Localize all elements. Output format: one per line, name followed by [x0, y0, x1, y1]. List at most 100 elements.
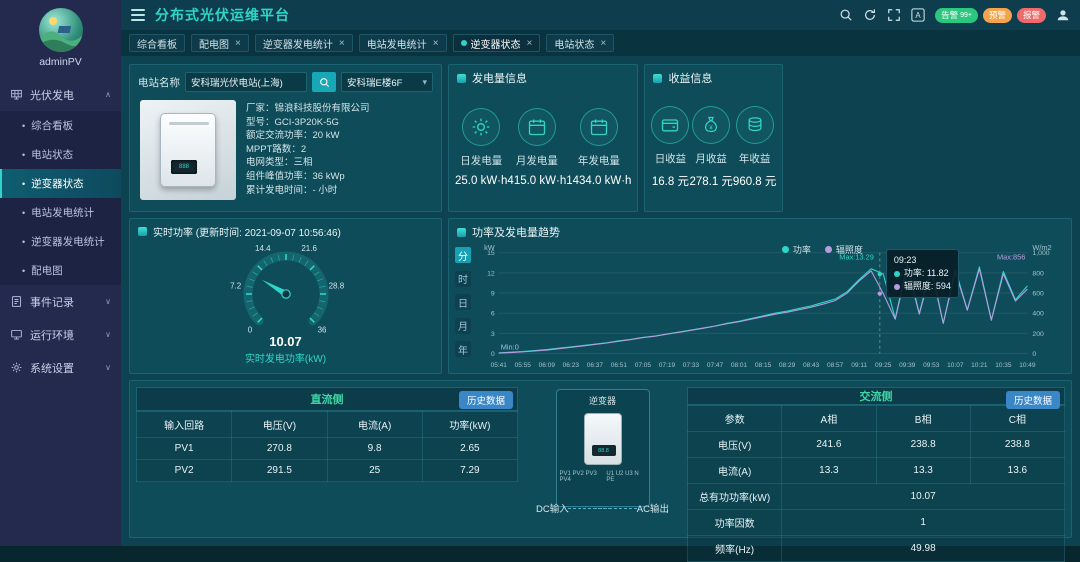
svg-text:12: 12 [487, 270, 495, 277]
period-tab-分[interactable]: 分 [455, 247, 471, 263]
sidebar-item-配电图[interactable]: • 配电图 [0, 256, 121, 285]
tab-逆变器状态[interactable]: 逆变器状态 × [452, 34, 541, 52]
tab-close-icon[interactable]: × [432, 37, 439, 49]
table-cell: 1 [781, 509, 1065, 536]
station-search-button[interactable] [312, 72, 336, 92]
translate-icon[interactable]: A [911, 8, 925, 22]
revenue-panel: 收益信息 日收益 16.8 元 ¥ 月收益 278.1 元年收益 960.8 元 [644, 64, 784, 212]
bullet-icon: • [22, 207, 26, 218]
station-name-value: 安科瑞光伏电站(上海) [191, 78, 283, 89]
menu-toggle-icon[interactable] [131, 9, 145, 21]
coins-icon [735, 105, 774, 144]
tab-综合看板[interactable]: 综合看板 [129, 34, 185, 52]
table-header-cell: 输入回路 [135, 411, 233, 438]
svg-text:Min:0: Min:0 [501, 343, 519, 352]
sidebar-item-运行环境[interactable]: 运行环境 ∨ [0, 318, 121, 351]
tab-逆变器发电统计[interactable]: 逆变器发电统计 × [254, 34, 353, 52]
refresh-icon[interactable] [863, 8, 877, 22]
sidebar-username: adminPV [39, 56, 82, 68]
svg-text:10:49: 10:49 [1019, 362, 1036, 369]
period-tab-时[interactable]: 时 [455, 270, 471, 287]
legend-label: 辐照度 [835, 245, 863, 255]
sidebar-item-光伏发电[interactable]: 光伏发电 ∧ [0, 78, 121, 111]
top-row: 电站名称 安科瑞光伏电站(上海) 安科瑞E楼6F ▾ 888 [129, 64, 1072, 212]
table-cell: 总有功功率(kW) [686, 483, 783, 510]
period-tab-日[interactable]: 日 [455, 294, 471, 310]
inverter-diagram-box: 逆变器 88.8 PV1 PV2 PV3 PV4 U1 U2 U3 N PE [555, 389, 650, 507]
sidebar-item-逆变器发电统计[interactable]: • 逆变器发电统计 [0, 227, 121, 256]
table-row: 电流(A) 13.3 13.3 13.6 [686, 457, 1066, 484]
table-cell: 2.65 [421, 437, 519, 460]
bullet-icon: • [22, 149, 26, 160]
svg-text:09:11: 09:11 [851, 362, 867, 369]
tab-电站状态[interactable]: 电站状态 × [546, 34, 615, 52]
dc-side-section: 直流侧 历史数据 输入回路 电压(V) 电流(A) 功率(kW) PV1 270.8 9.8… [135, 387, 519, 531]
user-icon[interactable] [1056, 8, 1070, 22]
logo: adminPV [0, 0, 121, 74]
svg-text:1,000: 1,000 [1032, 250, 1049, 257]
tab-close-icon[interactable]: × [338, 37, 345, 49]
chevron-down-icon: ▾ [422, 76, 427, 87]
period-tab-月[interactable]: 月 [455, 317, 471, 334]
svg-text:0: 0 [491, 351, 495, 358]
svg-text:07:47: 07:47 [707, 362, 724, 369]
sidebar-item-电站状态[interactable]: • 电站状态 [0, 140, 121, 169]
svg-text:05:55: 05:55 [515, 362, 532, 369]
logo-image [38, 8, 83, 52]
table-cell: PV2 [135, 459, 233, 482]
svg-text:07:05: 07:05 [635, 362, 652, 369]
svg-text:800: 800 [1032, 270, 1044, 277]
top-header: 分布式光伏运维平台 A 告警 99+ 预警 报警 [121, 0, 1080, 30]
building-select[interactable]: 安科瑞E楼6F ▾ [341, 72, 433, 92]
sidebar-subitem-label: 逆变器状态 [31, 178, 84, 190]
trend-chart-svg: 0 0 3 200 6 400 9 600 12 800 15 1,000 kW W/m2 05:41 05:… [484, 243, 1052, 369]
trend-chart-panel: 功率及发电量趋势 分时日月年 0 0 3 200 6 400 9 600 12 800 15 1,00… [448, 218, 1072, 374]
sidebar-item-电站发电统计[interactable]: • 电站发电统计 [0, 198, 121, 227]
tab-close-icon[interactable]: × [600, 37, 607, 49]
sidebar-item-逆变器状态[interactable]: • 逆变器状态 [0, 169, 121, 198]
sidebar-subitem-label: 逆变器发电统计 [31, 236, 105, 248]
table-cell: 功率因数 [686, 509, 783, 536]
dc-history-button[interactable]: 历史数据 [458, 391, 513, 409]
fullscreen-icon[interactable] [887, 8, 901, 22]
inverter-diagram: 逆变器 88.8 PV1 PV2 PV3 PV4 U1 U2 U3 N PE D… [526, 387, 679, 531]
table-row: 总有功功率(kW) 10.07 [686, 483, 1065, 510]
sidebar-item-综合看板[interactable]: • 综合看板 [0, 111, 121, 140]
table-cell: 9.8 [326, 437, 423, 460]
period-tab-年[interactable]: 年 [455, 341, 471, 357]
tab-close-icon[interactable]: × [235, 37, 241, 49]
table-header-cell: 电流(A) [326, 411, 423, 438]
bottom-row: 直流侧 历史数据 输入回路 电压(V) 电流(A) 功率(kW) PV1 270.8 9.8… [129, 380, 1072, 562]
sidebar-item-系统设置[interactable]: 系统设置 ∨ [0, 351, 121, 384]
sidebar-menu: 光伏发电 ∧ • 综合看板 • 电站状态 • 逆变器状态 • 电站发电统计 • 逆变器发电统计 • 配电图… [0, 78, 121, 546]
svg-text:10:07: 10:07 [947, 362, 964, 369]
alarm-badge[interactable]: 报警 [1016, 7, 1046, 23]
realtime-title: 实时功率 (更新时间: 2021-09-07 10:56:46) [153, 228, 341, 239]
app-title: 分布式光伏运维平台 [155, 7, 290, 23]
sidebar-subitem-label: 电站发电统计 [31, 207, 95, 219]
table-row: 参数 A相 B相 C相 [686, 405, 1066, 432]
ac-table: 参数 A相 B相 C相 电压(V) 241.6 238.8 238.8 电流(A) 13.3 13.… [686, 405, 1066, 562]
inverter-detail-line: 型号：GCI-3P20K-5G [246, 116, 339, 128]
alarm-badge[interactable]: 预警 [982, 7, 1012, 23]
svg-text:A: A [915, 11, 921, 20]
ac-side-title: 交流侧 [859, 391, 893, 403]
station-name-input[interactable]: 安科瑞光伏电站(上海) [185, 72, 307, 92]
tab-close-icon[interactable]: × [526, 37, 533, 49]
table-cell: 10.07 [781, 483, 1065, 510]
bullet-icon: • [22, 120, 26, 131]
sidebar-item-label: 运行环境 [30, 329, 74, 342]
content-area: 电站名称 安科瑞光伏电站(上海) 安科瑞E楼6F ▾ 888 [121, 56, 1080, 562]
search-icon[interactable] [839, 8, 853, 22]
sidebar-item-事件记录[interactable]: 事件记录 ∨ [0, 285, 121, 318]
stat-value: 25.0 kW·h [455, 174, 508, 187]
panel-icon [457, 227, 466, 237]
chart-title: 功率及发电量趋势 [472, 227, 560, 239]
tab-电站发电统计[interactable]: 电站发电统计 × [358, 34, 447, 52]
ac-history-button[interactable]: 历史数据 [1005, 391, 1060, 409]
trend-chart[interactable]: 0 0 3 200 6 400 9 600 12 800 15 1,000 kW W/m2 05:41 05:… [473, 243, 1067, 371]
alarm-badge[interactable]: 告警 99+ [935, 7, 978, 23]
tab-配电图[interactable]: 配电图 × [191, 34, 249, 52]
gauge-value: 10.07 [269, 334, 302, 349]
table-row: PV2 291.5 25 7.29 [135, 459, 519, 482]
